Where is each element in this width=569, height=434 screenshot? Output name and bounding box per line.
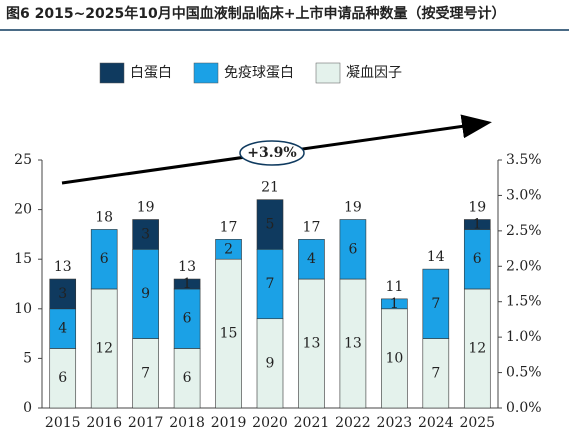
- segment-label: 6: [348, 241, 357, 257]
- bar-segment: [132, 248, 159, 339]
- bar-segment: [422, 268, 450, 339]
- total-label: 17: [220, 219, 238, 235]
- segment-label: 9: [141, 286, 150, 302]
- bar-segment: [215, 239, 242, 260]
- total-label: 13: [178, 259, 196, 275]
- legend-label: 免疫球蛋白: [224, 65, 294, 81]
- x-tick-label: 2019: [211, 415, 247, 431]
- bar-segment: [256, 199, 284, 250]
- legend-label: 白蛋白: [130, 65, 172, 81]
- segment-label: 6: [100, 251, 109, 267]
- total-label: 19: [344, 200, 362, 216]
- bar-segment: [256, 248, 284, 320]
- bar-segment: [49, 278, 77, 310]
- total-label: 19: [468, 200, 486, 216]
- x-tick-label: 2017: [128, 415, 164, 431]
- segment-label: 3: [141, 226, 150, 242]
- segment-label: 13: [344, 336, 362, 352]
- total-label: 11: [385, 279, 403, 295]
- segment-label: 1: [390, 296, 399, 312]
- bar-segment: [381, 308, 408, 409]
- y2-tick-label: 0.5%: [506, 365, 542, 381]
- y2-tick-label: 3.0%: [506, 187, 542, 203]
- segment-label: 2: [224, 241, 233, 257]
- y2-tick-label: 1.5%: [506, 294, 542, 310]
- segment-label: 7: [431, 365, 440, 381]
- bar-segment: [298, 278, 325, 409]
- y2-tick-label: 3.5%: [506, 152, 542, 168]
- segment-label: 6: [183, 370, 192, 386]
- segment-label: 6: [183, 311, 192, 327]
- segment-label: 9: [266, 355, 275, 371]
- bar-segment: [339, 278, 367, 409]
- segment-label: 5: [266, 216, 275, 232]
- legend-label: 凝血因子: [346, 65, 402, 81]
- legend-swatch: [99, 62, 125, 84]
- bar-segment: [215, 258, 242, 409]
- total-label: 18: [95, 209, 113, 225]
- y-tick-label: 20: [14, 202, 32, 218]
- x-tick-label: 2025: [459, 415, 495, 431]
- segment-label: 1: [473, 216, 482, 232]
- bar-segment: [422, 338, 450, 409]
- segment-label: 3: [58, 286, 67, 302]
- segment-label: 4: [307, 251, 316, 267]
- bar-segment: [298, 239, 325, 280]
- y2-tick-label: 1.0%: [506, 329, 542, 345]
- y-tick-label: 25: [14, 152, 32, 168]
- total-label: 13: [54, 259, 72, 275]
- annotation-box: [239, 140, 305, 166]
- y-tick-label: 10: [14, 301, 32, 317]
- total-label: 21: [261, 180, 279, 196]
- bar-segment: [132, 219, 159, 250]
- segment-label: 7: [266, 276, 275, 292]
- bar-segment: [132, 338, 159, 409]
- segment-label: 7: [431, 296, 440, 312]
- x-tick-label: 2023: [377, 415, 413, 431]
- segment-label: 6: [473, 251, 482, 267]
- bar-segment: [173, 278, 201, 290]
- legend-swatch: [315, 62, 341, 84]
- bar-segment: [49, 348, 77, 409]
- y-tick-label: 5: [23, 350, 32, 366]
- bar-segment: [463, 219, 491, 230]
- segment-label: 7: [141, 365, 150, 381]
- segment-label: 12: [95, 340, 113, 356]
- bar-segment: [90, 229, 118, 290]
- annotation: +3.9%: [247, 145, 296, 161]
- total-label: 17: [303, 219, 321, 235]
- segment-label: 10: [385, 350, 403, 366]
- segment-label: 13: [303, 336, 321, 352]
- bar-segment: [463, 229, 491, 290]
- segment-label: 1: [183, 276, 192, 292]
- x-tick-label: 2021: [294, 415, 330, 431]
- y2-tick-label: 2.0%: [506, 258, 542, 274]
- x-tick-label: 2016: [86, 415, 122, 431]
- x-tick-label: 2018: [169, 415, 205, 431]
- bar-segment: [339, 219, 367, 280]
- bar-segment: [256, 318, 284, 409]
- x-tick-label: 2024: [418, 415, 454, 431]
- segment-label: 4: [58, 321, 67, 337]
- bar-segment: [173, 348, 201, 409]
- chart-title: 图6 2015~2025年10月中国血液制品临床+上市申请品种数量（按受理号计）: [6, 5, 506, 22]
- total-label: 19: [137, 200, 155, 216]
- segment-label: 12: [468, 340, 486, 356]
- segment-label: 6: [58, 370, 67, 386]
- legend-swatch: [193, 62, 219, 84]
- x-tick-label: 2015: [45, 415, 81, 431]
- y2-tick-label: 2.5%: [506, 223, 542, 239]
- y2-tick-label: 0.0%: [506, 400, 542, 416]
- y-tick-label: 15: [14, 251, 32, 267]
- segment-label: 15: [220, 326, 238, 342]
- x-tick-label: 2020: [252, 415, 288, 431]
- total-label: 14: [427, 249, 445, 265]
- bar-segment: [381, 298, 408, 310]
- x-tick-label: 2022: [335, 415, 371, 431]
- y-tick-label: 0: [23, 400, 32, 416]
